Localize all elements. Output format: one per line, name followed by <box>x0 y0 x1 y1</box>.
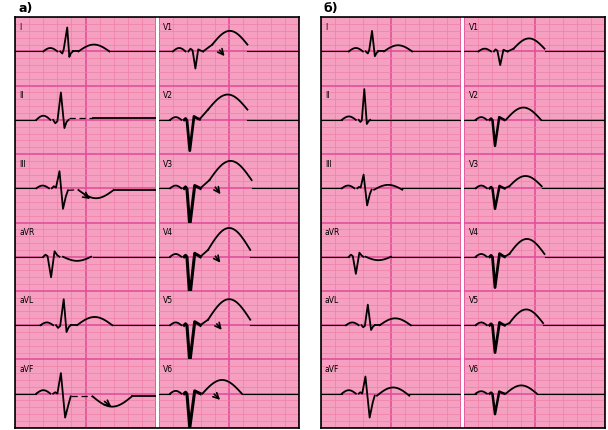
Text: aVF: aVF <box>325 365 339 374</box>
Text: V1: V1 <box>469 23 478 32</box>
Text: V5: V5 <box>469 296 478 305</box>
Text: aVR: aVR <box>325 228 340 237</box>
Text: V3: V3 <box>163 160 173 169</box>
Text: II: II <box>19 91 24 100</box>
Text: V3: V3 <box>469 160 478 169</box>
Text: V2: V2 <box>469 91 478 100</box>
Text: aVL: aVL <box>325 296 339 305</box>
Text: V2: V2 <box>163 91 173 100</box>
Text: aVL: aVL <box>19 296 33 305</box>
Text: aVR: aVR <box>19 228 35 237</box>
Text: а): а) <box>18 2 33 15</box>
Text: V5: V5 <box>163 296 173 305</box>
Text: I: I <box>325 23 327 32</box>
Text: V4: V4 <box>469 228 478 237</box>
Text: V4: V4 <box>163 228 173 237</box>
Text: III: III <box>19 160 26 169</box>
Text: V6: V6 <box>163 365 173 374</box>
Text: aVF: aVF <box>19 365 34 374</box>
Text: I: I <box>19 23 22 32</box>
Text: II: II <box>325 91 330 100</box>
Text: III: III <box>325 160 332 169</box>
Text: V1: V1 <box>163 23 173 32</box>
Text: V6: V6 <box>469 365 478 374</box>
Text: б): б) <box>323 2 339 15</box>
